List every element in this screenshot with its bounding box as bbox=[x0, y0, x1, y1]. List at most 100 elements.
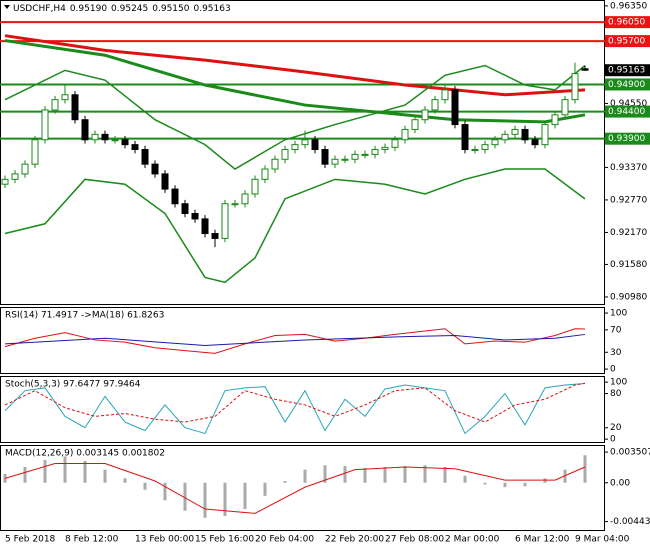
candle-body bbox=[391, 139, 399, 148]
candle-body bbox=[461, 124, 469, 151]
frame bbox=[0, 0, 605, 531]
candle-body bbox=[41, 109, 49, 141]
candle-body bbox=[501, 133, 509, 141]
x-tick-label: 27 Feb 08:00 bbox=[385, 535, 444, 545]
x-tick-label: 6 Mar 12:00 bbox=[515, 535, 570, 545]
level-label: 0.93900 bbox=[608, 134, 645, 144]
y-tick-label: 100 bbox=[610, 378, 627, 388]
level-label-box bbox=[605, 35, 650, 48]
level-label-box bbox=[605, 16, 650, 29]
indicator-line bbox=[4, 64, 586, 170]
level-label-box bbox=[605, 78, 650, 91]
indicator-line bbox=[4, 328, 586, 354]
level-label: 0.94400 bbox=[608, 107, 645, 117]
x-tick-label: 13 Feb 00:00 bbox=[135, 535, 194, 545]
x-tick-label: 5 Feb 2018 bbox=[5, 535, 56, 545]
macd-panel-frame bbox=[0, 445, 605, 531]
level-label-box bbox=[605, 132, 650, 145]
indicator-line bbox=[4, 168, 586, 284]
candle-body bbox=[321, 149, 329, 165]
candle-body bbox=[371, 149, 379, 155]
candle-body bbox=[491, 139, 499, 146]
x-tick-label: 15 Feb 16:00 bbox=[195, 535, 254, 545]
y-tick-label: 0.003507 bbox=[610, 448, 650, 458]
candle-body bbox=[421, 109, 429, 121]
candle-body bbox=[221, 203, 229, 239]
y-tick-label: 20 bbox=[610, 423, 622, 433]
ohlc-value: 0.95245 bbox=[111, 4, 148, 14]
y-tick-label: 0 bbox=[610, 365, 616, 375]
candle-body bbox=[201, 218, 209, 235]
candle-body bbox=[551, 114, 559, 126]
indicator-line bbox=[4, 382, 586, 435]
y-tick-label: 70 bbox=[610, 325, 622, 335]
candle-body bbox=[481, 144, 489, 151]
indicator-line bbox=[4, 34, 586, 97]
last-price-label: 0.95163 bbox=[608, 66, 645, 76]
y-tick-label: 0 bbox=[610, 435, 616, 445]
panel-title: RSI(14) 71.4917 ->MA(18) 61.8263 bbox=[5, 311, 164, 321]
indicator-line bbox=[4, 333, 586, 347]
candle-body bbox=[151, 163, 159, 175]
candle-body bbox=[511, 128, 519, 135]
panel-title: Stoch(5,3,3) 97.6477 97.9464 bbox=[5, 380, 141, 390]
candle-body bbox=[111, 139, 119, 142]
candle-body bbox=[1, 178, 9, 185]
x-tick-label: 20 Feb 04:00 bbox=[255, 535, 314, 545]
candle-body bbox=[581, 68, 589, 71]
y-tick-label: 0.91580 bbox=[610, 260, 647, 270]
candle-body bbox=[141, 149, 149, 165]
level-label: 0.94900 bbox=[608, 80, 645, 90]
candle-body bbox=[11, 173, 19, 180]
candle-body bbox=[241, 193, 249, 205]
candle-body bbox=[131, 144, 139, 151]
candle-body bbox=[331, 158, 339, 165]
candle-body bbox=[261, 168, 269, 180]
x-tick-label: 22 Feb 20:00 bbox=[325, 535, 384, 545]
y-tick-label: 0.96350 bbox=[610, 1, 647, 11]
indicator-line bbox=[4, 463, 586, 514]
candle-body bbox=[61, 94, 69, 101]
candle-body bbox=[521, 128, 529, 141]
candle-body bbox=[351, 153, 359, 160]
candle-body bbox=[301, 139, 309, 146]
candle-body bbox=[181, 203, 189, 214]
candle-body bbox=[431, 99, 439, 111]
candle-body bbox=[101, 133, 109, 141]
level-label: 0.96050 bbox=[608, 18, 645, 28]
candle-body bbox=[231, 203, 239, 206]
rsi-panel-frame bbox=[0, 307, 605, 374]
candle-body bbox=[271, 158, 279, 170]
x-tick-label: 2 Mar 00:00 bbox=[445, 535, 500, 545]
level-label-box bbox=[605, 105, 650, 118]
y-tick-label: 0.92770 bbox=[610, 195, 647, 205]
candle-body bbox=[171, 188, 179, 205]
candle-body bbox=[291, 144, 299, 151]
last-price-box bbox=[605, 64, 650, 77]
y-tick-label: 0.93370 bbox=[610, 163, 647, 173]
candle-body bbox=[211, 233, 219, 239]
candle-body bbox=[381, 146, 389, 151]
indicator-line bbox=[4, 382, 586, 423]
candle-body bbox=[531, 139, 539, 146]
ohlc-value: 0.95163 bbox=[193, 4, 230, 14]
candle-body bbox=[311, 139, 319, 151]
y-tick-label: 0.94550 bbox=[610, 99, 647, 109]
ohlc-value: 0.95190 bbox=[70, 4, 107, 14]
y-tick-label: 0.92170 bbox=[610, 228, 647, 238]
candle-body bbox=[31, 139, 39, 165]
y-tick-label: 30 bbox=[610, 348, 622, 358]
candle-body bbox=[281, 149, 289, 160]
candle-body bbox=[81, 119, 89, 141]
panel-title: MACD(12,26,9) 0.003145 0.001802 bbox=[5, 449, 165, 459]
y-tick-label: 0.00 bbox=[610, 478, 630, 488]
candle-body bbox=[161, 173, 169, 190]
indicator-line bbox=[4, 39, 586, 124]
candle-body bbox=[451, 89, 459, 126]
candle-body bbox=[361, 153, 369, 156]
candle-body bbox=[21, 163, 29, 175]
level-label: 0.95700 bbox=[608, 37, 645, 47]
y-tick-label: 80 bbox=[610, 389, 622, 399]
candle-body bbox=[571, 73, 579, 101]
